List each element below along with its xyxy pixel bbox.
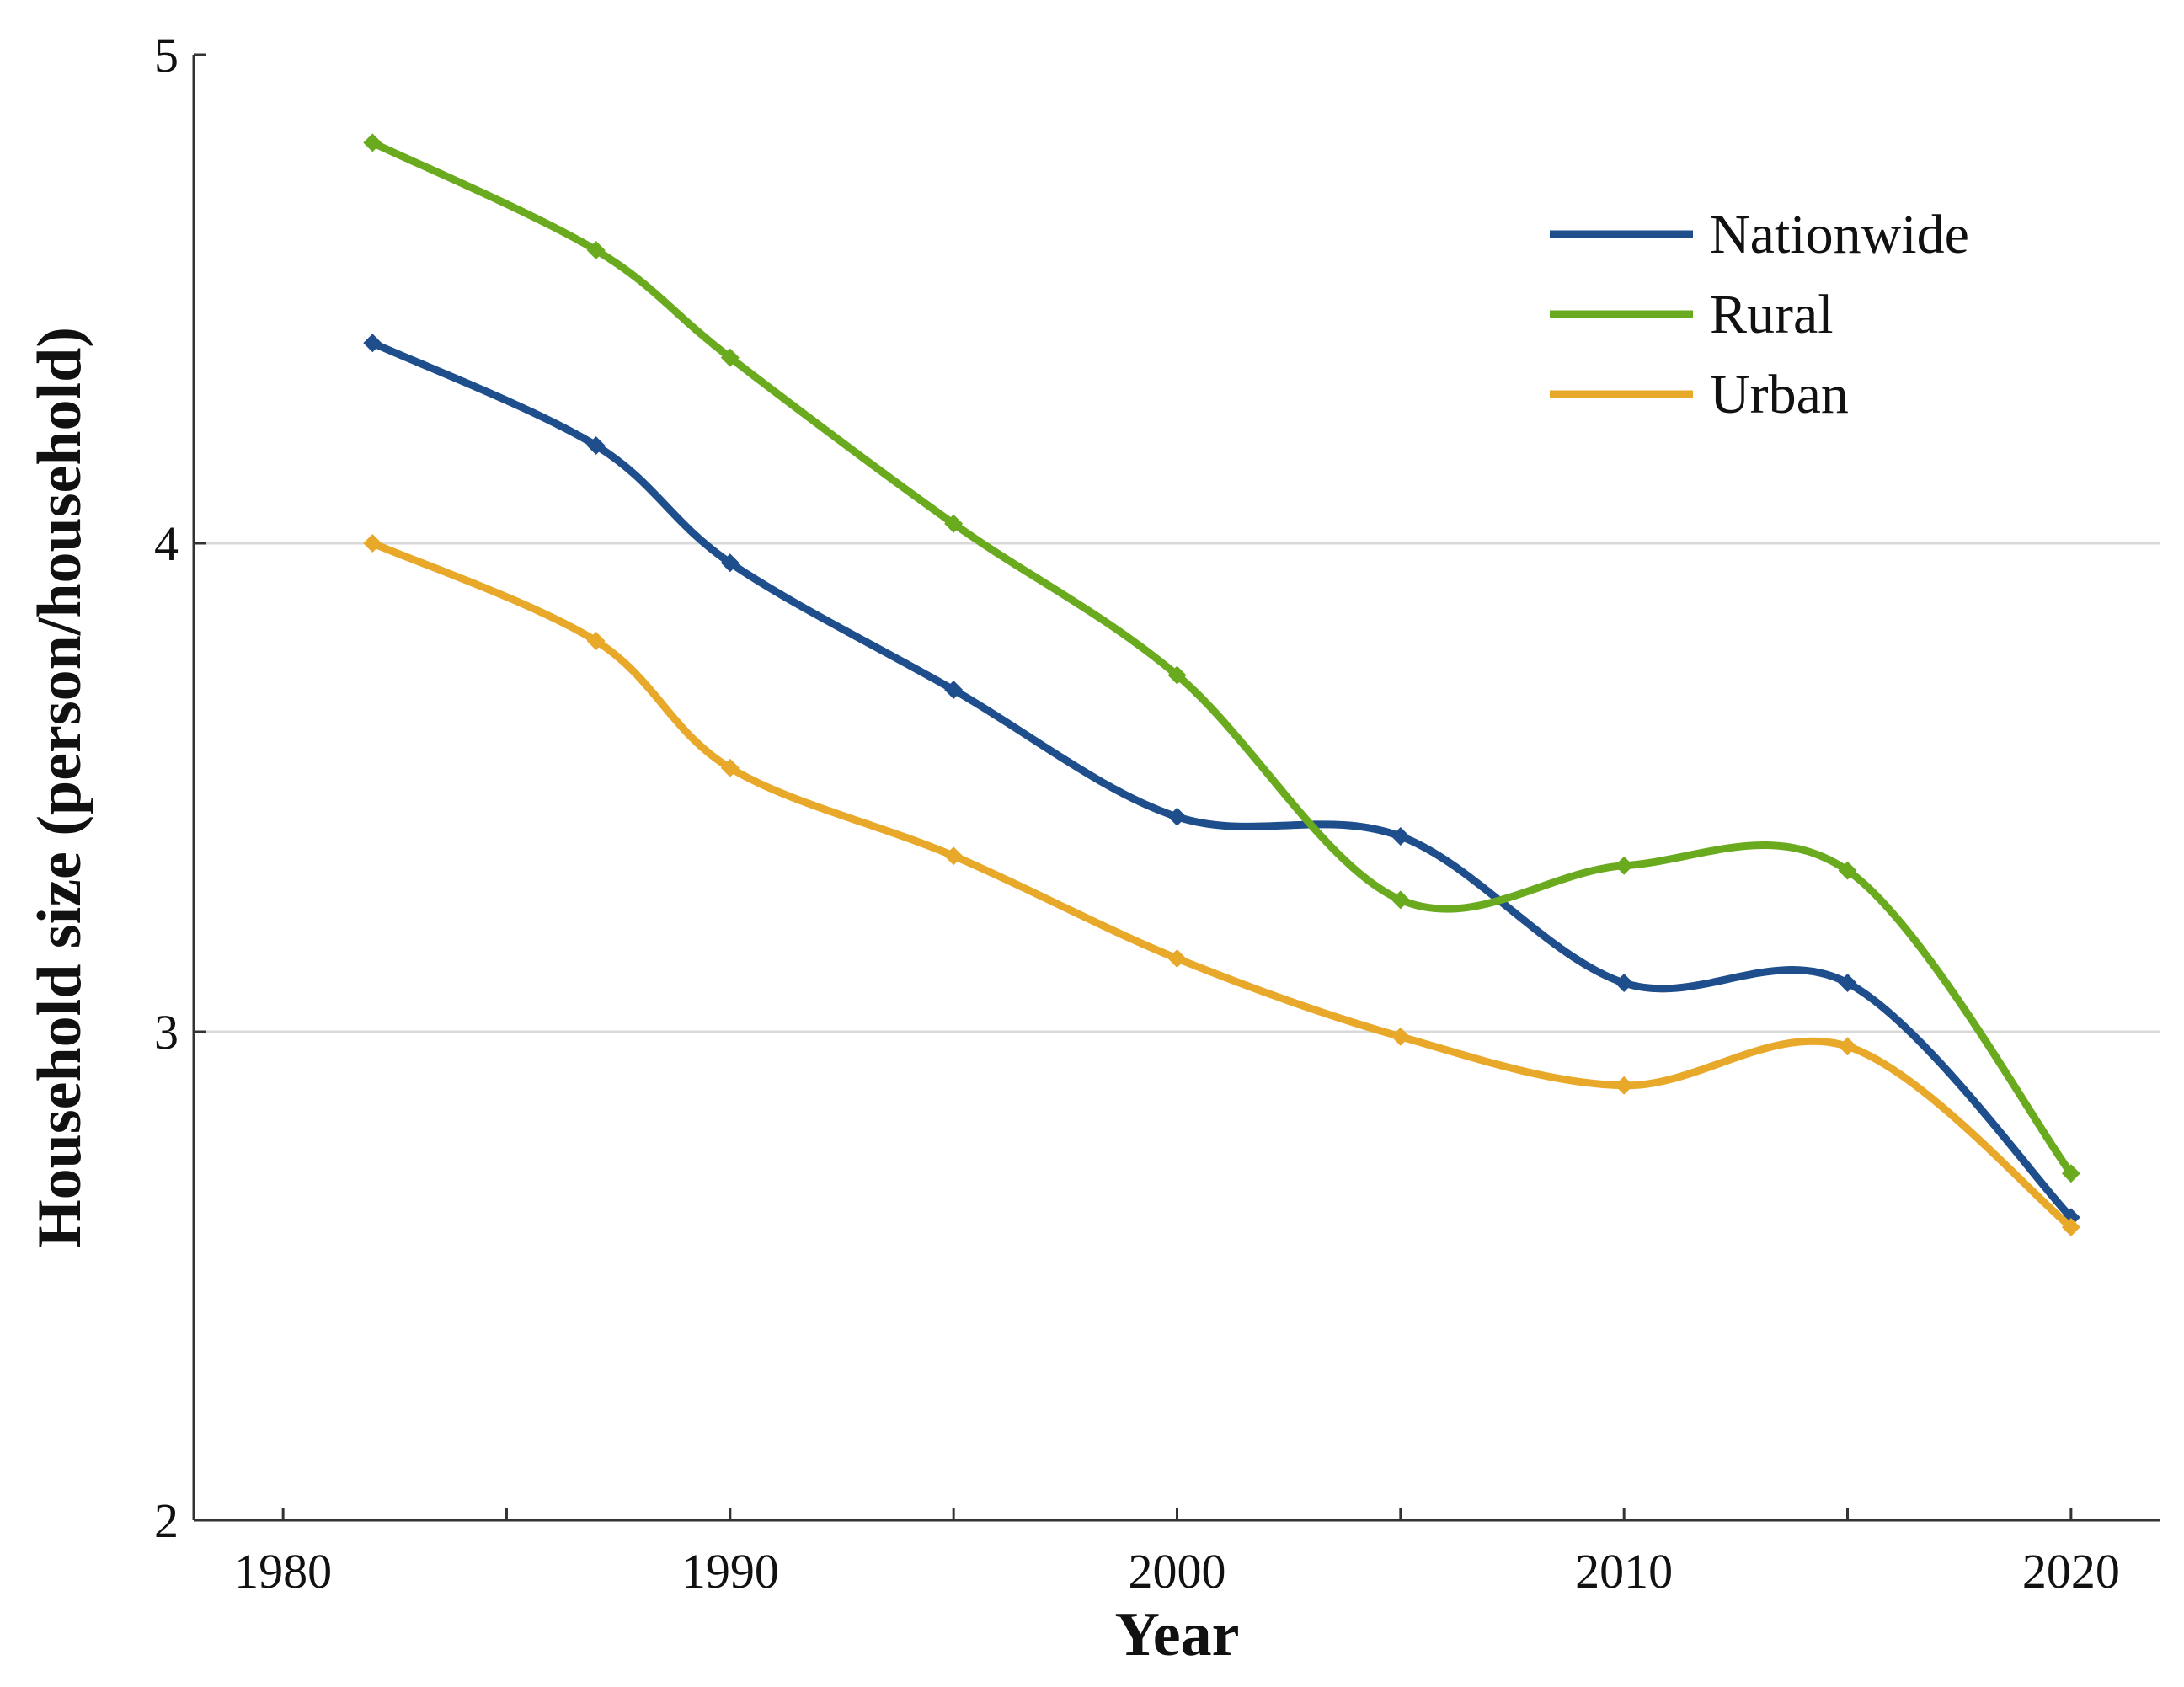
x-tick-label: 2020 <box>2022 1544 2120 1599</box>
data-point-nationwide <box>944 681 964 699</box>
y-tick-label: 4 <box>154 516 179 571</box>
data-point-rural <box>1615 856 1634 875</box>
data-point-rural <box>2061 1164 2080 1183</box>
data-point-nationwide <box>720 553 740 573</box>
legend-label-rural: Rural <box>1710 284 1834 345</box>
legend: Nationwide Rural Urban <box>1550 204 1969 425</box>
y-tick-label: 3 <box>154 1005 179 1060</box>
data-point-urban <box>363 534 382 553</box>
data-point-nationwide <box>586 436 606 455</box>
x-tick-label: 2000 <box>1129 1544 1226 1599</box>
data-point-urban <box>1391 1027 1410 1046</box>
data-point-rural <box>1838 861 1857 880</box>
y-tick-label: 2 <box>154 1493 179 1548</box>
data-point-urban <box>2061 1218 2080 1236</box>
data-point-rural <box>720 348 740 367</box>
data-point-nationwide <box>1838 974 1857 992</box>
y-axis-title: Household size (person/household) <box>25 327 94 1248</box>
data-point-urban <box>586 632 606 650</box>
data-point-urban <box>720 758 740 777</box>
data-point-nationwide <box>363 334 382 353</box>
data-point-nationwide <box>1167 807 1187 826</box>
data-point-urban <box>944 846 964 866</box>
data-series <box>363 133 2080 1236</box>
data-point-rural <box>1167 665 1187 685</box>
legend-label-urban: Urban <box>1710 364 1849 425</box>
legend-label-nationwide: Nationwide <box>1710 204 1969 265</box>
data-point-rural <box>1391 890 1410 910</box>
series-line-rural <box>368 138 2075 1177</box>
data-point-urban <box>1615 1076 1634 1095</box>
data-point-nationwide <box>1391 827 1410 846</box>
y-tick-label: 5 <box>154 28 179 83</box>
grid-lines <box>194 542 2160 1033</box>
data-point-rural <box>586 241 606 259</box>
series-line-urban <box>368 539 2075 1231</box>
x-tick-label: 2010 <box>1575 1544 1673 1599</box>
axes: 2 3 4 5 1980 1990 2000 2010 2020 <box>154 28 2160 1599</box>
data-point-urban <box>1167 949 1187 968</box>
data-point-nationwide <box>1615 974 1634 992</box>
series-line-nationwide <box>368 339 2075 1221</box>
data-point-rural <box>363 133 382 152</box>
data-point-rural <box>944 514 964 533</box>
x-tick-label: 1980 <box>234 1544 332 1599</box>
x-tick-label: 1990 <box>681 1544 779 1599</box>
data-point-urban <box>1838 1037 1857 1056</box>
x-axis-title: Year <box>1115 1600 1240 1669</box>
